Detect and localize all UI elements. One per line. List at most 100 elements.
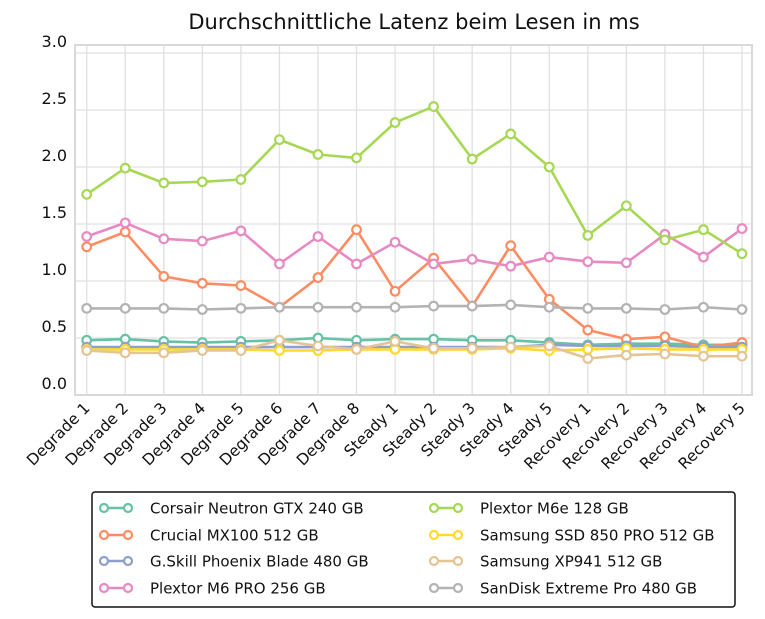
legend-point-marker	[122, 502, 134, 514]
data-point	[698, 301, 709, 313]
data-point	[81, 345, 93, 356]
series-sandisk-extreme-pro-480-gb	[81, 299, 748, 315]
series-line	[85, 105, 743, 255]
legend-point-marker	[98, 582, 110, 594]
legend-label: Plextor M6 PRO 256 GB	[150, 580, 326, 598]
data-point	[196, 176, 208, 188]
data-point	[158, 302, 170, 314]
data-point	[119, 302, 131, 314]
legend-item: Plextor M6 PRO 256 GB	[98, 580, 326, 598]
data-point	[235, 280, 247, 291]
data-point	[620, 349, 632, 361]
legend-point-marker	[452, 502, 464, 514]
data-point	[312, 149, 324, 160]
data-point	[119, 217, 131, 229]
data-point	[543, 301, 555, 313]
legend-point-marker	[122, 582, 134, 594]
data-point	[428, 300, 440, 312]
data-point	[235, 225, 247, 237]
data-point	[389, 236, 401, 248]
data-point	[736, 304, 748, 315]
legend-item: Corsair Neutron GTX 240 GB	[98, 500, 364, 518]
data-point	[81, 231, 93, 242]
data-point	[736, 223, 748, 234]
data-point	[274, 258, 285, 270]
data-point	[389, 117, 401, 128]
data-point	[620, 257, 632, 269]
legend-item: SanDisk Extreme Pro 480 GB	[428, 580, 697, 598]
legend-point-marker	[98, 502, 110, 514]
data-point	[505, 260, 517, 272]
legend-item: Crucial MX100 512 GB	[98, 527, 319, 545]
series-line	[86, 221, 743, 268]
data-point	[659, 234, 671, 246]
legend-label: Corsair Neutron GTX 240 GB	[150, 500, 364, 518]
legend-box	[91, 491, 736, 608]
legend-point-marker	[452, 555, 464, 567]
legend-point-marker	[428, 555, 440, 567]
data-point	[351, 344, 362, 355]
legend-point-marker	[122, 529, 134, 541]
data-point	[505, 299, 517, 311]
legend-label: G.Skill Phoenix Blade 480 GB	[150, 553, 369, 571]
plot-area-frame	[74, 44, 753, 396]
data-point	[312, 301, 324, 313]
legend-item: Samsung XP941 512 GB	[428, 553, 662, 571]
legend-label: Samsung XP941 512 GB	[480, 553, 662, 571]
data-point	[659, 304, 671, 315]
data-point	[620, 200, 632, 212]
data-point	[158, 347, 170, 359]
data-point	[698, 224, 709, 236]
data-point	[196, 277, 208, 289]
data-point	[659, 331, 671, 343]
legend-point-marker	[452, 529, 464, 541]
data-point	[158, 233, 170, 245]
legend-item: Samsung SSD 850 PRO 512 GB	[428, 527, 715, 545]
data-point	[351, 152, 362, 164]
data-point	[119, 226, 131, 238]
data-point	[81, 188, 93, 200]
series-group	[81, 101, 748, 364]
y-tick-label: 1.5	[42, 203, 67, 222]
legend-item: Plextor M6e 128 GB	[428, 500, 629, 518]
data-point	[543, 161, 555, 173]
data-point	[428, 342, 440, 354]
y-tick-label: 1.0	[42, 260, 67, 279]
data-point	[351, 224, 362, 236]
series-line	[86, 336, 742, 347]
data-point	[119, 347, 131, 359]
data-point	[428, 258, 440, 270]
legend-point-marker	[428, 582, 440, 594]
legend-point-marker	[122, 555, 134, 567]
data-point	[736, 350, 748, 362]
data-point	[428, 101, 440, 112]
data-point	[582, 229, 594, 241]
series-line	[86, 303, 743, 311]
series-line	[86, 343, 742, 349]
data-point	[81, 302, 93, 314]
data-point	[505, 240, 517, 252]
data-point	[235, 345, 247, 356]
data-point	[274, 301, 285, 313]
grid	[75, 45, 752, 396]
series-line	[86, 338, 742, 360]
y-tick-label: 0.0	[42, 374, 67, 393]
data-point	[235, 302, 247, 314]
data-point	[389, 285, 401, 297]
data-point	[274, 345, 285, 356]
legend-point-marker	[428, 502, 440, 514]
data-point	[698, 350, 709, 362]
data-point	[505, 341, 517, 353]
data-point	[351, 301, 362, 313]
data-point	[582, 353, 594, 364]
legend-point-marker	[98, 529, 110, 541]
data-point	[235, 174, 247, 185]
data-point	[312, 340, 324, 352]
data-point	[119, 162, 131, 174]
legend-point-marker	[428, 529, 440, 541]
data-point	[351, 258, 362, 270]
data-point	[312, 231, 324, 242]
data-point	[505, 128, 517, 140]
